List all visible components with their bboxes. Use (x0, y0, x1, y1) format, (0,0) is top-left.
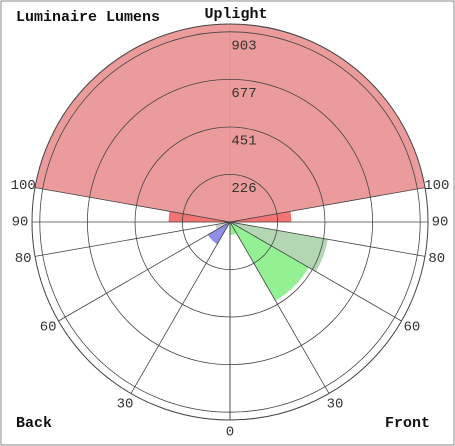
angle-tick-label: 30 (117, 397, 134, 413)
spoke (229, 221, 402, 322)
spoke (130, 221, 231, 394)
chart-title: Luminaire Lumens (16, 9, 160, 26)
r-tick-label: 226 (231, 181, 256, 197)
spoke (229, 221, 426, 257)
r-tick-label: 451 (231, 134, 256, 150)
spoke (229, 187, 426, 223)
angle-tick-label: 30 (327, 397, 344, 413)
top-label: Uplight (204, 6, 267, 23)
spoke (34, 187, 231, 223)
left-label: Back (16, 415, 52, 432)
right-label: Front (385, 415, 430, 432)
angle-tick-label: 60 (40, 320, 57, 336)
angle-tick-label: 0 (226, 425, 234, 441)
angle-tick-label: 60 (403, 320, 420, 336)
angle-tick-label: 90 (432, 215, 449, 231)
grid: 226 451 677 903 0 30 30 60 60 80 80 90 90 100 100 (11, 23, 449, 441)
spoke (34, 221, 231, 257)
spoke (58, 221, 231, 322)
angle-tick-label: 80 (15, 251, 32, 267)
spoke (229, 221, 330, 394)
r-tick-label: 903 (231, 38, 256, 54)
angle-tick-label: 80 (428, 251, 445, 267)
angle-tick-label: 100 (11, 178, 36, 194)
angle-tick-label: 90 (12, 215, 29, 231)
r-tick-label: 677 (231, 86, 256, 102)
angle-tick-label: 100 (424, 178, 449, 194)
